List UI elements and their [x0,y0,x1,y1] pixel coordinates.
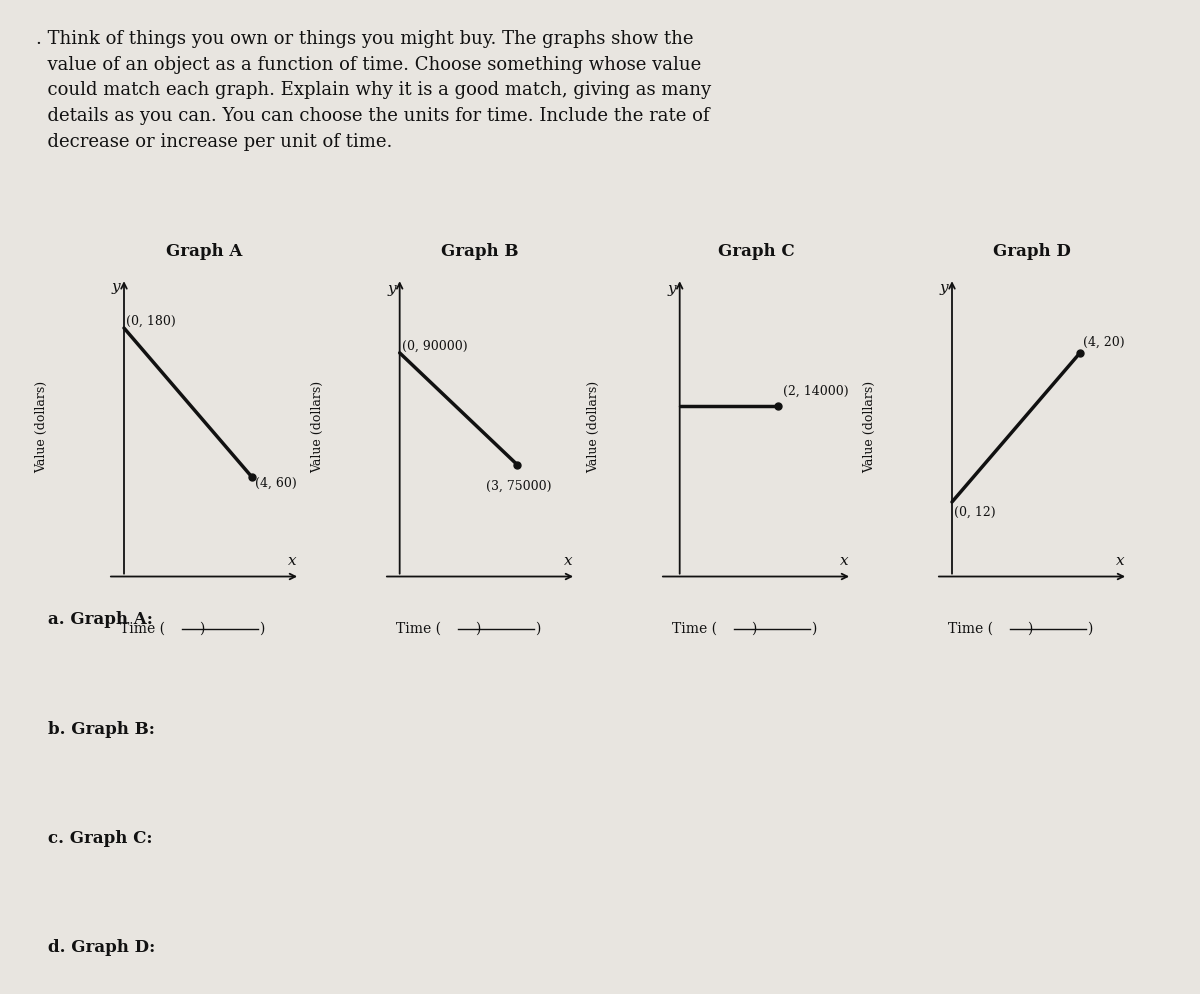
Text: x: x [288,554,296,568]
Text: Value (dollars): Value (dollars) [312,382,324,473]
Text: Time (        ): Time ( ) [120,621,205,635]
Text: x: x [1116,554,1124,568]
Text: (4, 60): (4, 60) [256,477,296,490]
Text: (0, 12): (0, 12) [954,506,995,519]
Text: ): ) [811,621,816,635]
Text: Graph D: Graph D [994,244,1070,260]
Text: y: y [388,282,396,296]
Text: (0, 180): (0, 180) [126,315,175,328]
Text: (3, 75000): (3, 75000) [486,479,551,493]
Text: c. Graph C:: c. Graph C: [48,830,152,847]
Text: y: y [667,282,676,296]
Text: (0, 90000): (0, 90000) [402,340,467,353]
Text: Graph B: Graph B [442,244,518,260]
Text: Graph C: Graph C [718,244,794,260]
Text: x: x [840,554,848,568]
Text: . Think of things you own or things you might buy. The graphs show the
  value o: . Think of things you own or things you … [36,30,712,151]
Text: a. Graph A:: a. Graph A: [48,611,152,628]
Text: y: y [112,279,120,293]
Text: x: x [564,554,572,568]
Text: Value (dollars): Value (dollars) [588,382,600,473]
Text: Time (        ): Time ( ) [672,621,757,635]
Text: y: y [940,280,948,294]
Text: Time (        ): Time ( ) [948,621,1033,635]
Text: (2, 14000): (2, 14000) [784,385,848,398]
Text: ): ) [1087,621,1092,635]
Text: ): ) [535,621,540,635]
Text: Value (dollars): Value (dollars) [864,382,876,473]
Text: Value (dollars): Value (dollars) [36,382,48,473]
Text: (4, 20): (4, 20) [1084,336,1124,349]
Text: Time (        ): Time ( ) [396,621,481,635]
Text: d. Graph D:: d. Graph D: [48,939,155,956]
Text: ): ) [259,621,264,635]
Text: b. Graph B:: b. Graph B: [48,721,155,738]
Text: Graph A: Graph A [166,244,242,260]
